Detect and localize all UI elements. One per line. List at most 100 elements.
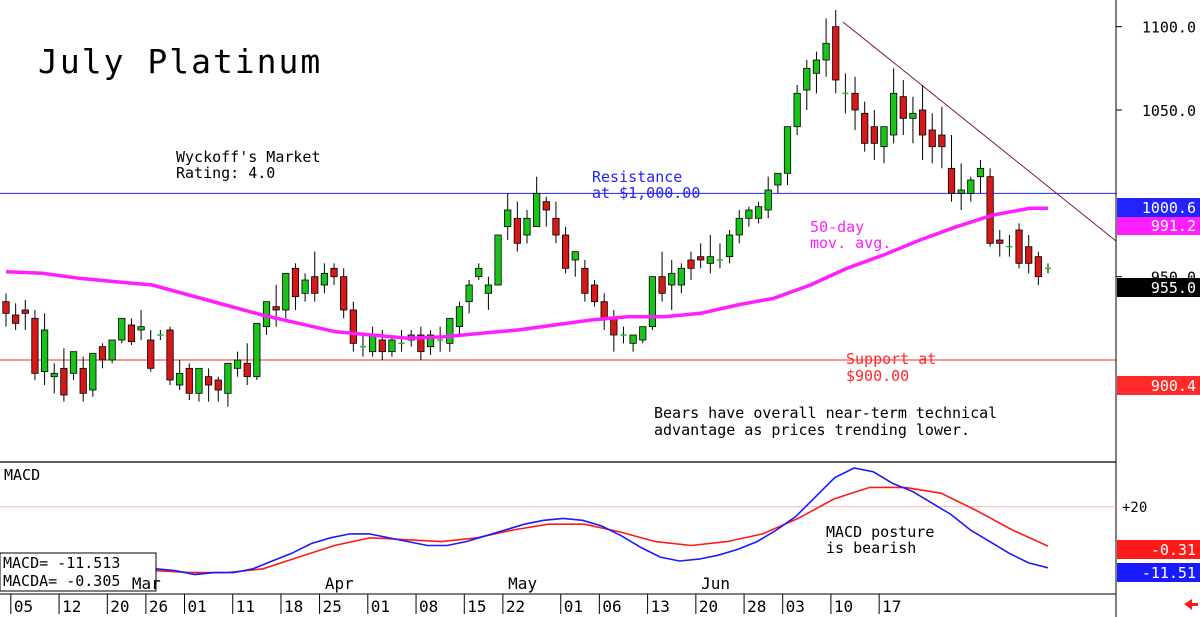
- candle-body: [571, 251, 579, 261]
- candle-body: [224, 362, 232, 394]
- candle-body: [870, 126, 878, 144]
- candle-body: [108, 339, 116, 361]
- candle-body: [832, 26, 840, 81]
- candle-body: [880, 126, 888, 148]
- candle-body: [475, 267, 483, 278]
- candle-body: [127, 324, 136, 343]
- candle-body: [176, 372, 184, 386]
- candle-body: [552, 217, 560, 236]
- candle-body: [233, 359, 242, 369]
- candle-body: [455, 306, 464, 328]
- candle-body: [50, 372, 58, 378]
- candle-body: [533, 192, 541, 228]
- candle-body: [166, 329, 174, 381]
- candle-body: [658, 276, 666, 294]
- macd-value-box: [1117, 563, 1200, 582]
- candle-body: [938, 134, 946, 148]
- macd-readout: MACD= -11.513: [3, 554, 120, 572]
- date-label: 11: [236, 597, 255, 616]
- candle-body: [388, 339, 396, 353]
- ma50-line: [5, 206, 1048, 341]
- candle-body: [928, 129, 936, 148]
- candle-body: [523, 217, 531, 236]
- candle-body: [648, 276, 657, 328]
- candle-body: [147, 339, 155, 369]
- month-label: Jun: [701, 574, 730, 593]
- last-price-box: [1117, 278, 1200, 297]
- candle-body: [349, 309, 357, 344]
- candle-body: [301, 279, 309, 294]
- candle-body: [369, 334, 377, 353]
- candle-body: [243, 362, 251, 378]
- date-label: 01: [564, 597, 583, 616]
- date-label: 26: [149, 597, 168, 616]
- candle-body: [996, 239, 1004, 244]
- rating-label-2: Rating: 4.0: [176, 164, 275, 182]
- candle-body: [967, 179, 975, 194]
- resistance-annotation-1: Resistance: [592, 168, 682, 186]
- date-label: 25: [323, 597, 342, 616]
- scroll-left-arrow-icon[interactable]: [1184, 599, 1198, 610]
- candle-body: [764, 189, 772, 211]
- date-label: 10: [834, 597, 853, 616]
- macda-line: [155, 486, 1049, 574]
- macd-note-2: is bearish: [826, 539, 916, 557]
- candle-body: [465, 284, 473, 303]
- candle-body: [976, 167, 985, 178]
- candle-body: [2, 301, 10, 314]
- candle-body: [986, 176, 994, 244]
- ma-annotation-1: 50-day: [810, 218, 864, 236]
- candle-body: [272, 306, 280, 311]
- candle-body: [957, 189, 965, 194]
- candle-body: [812, 59, 821, 74]
- candle-body: [79, 367, 87, 394]
- note-line-2: advantage as prices trending lower.: [654, 421, 970, 439]
- rating-label-1: Wyckoff's Market: [176, 148, 321, 166]
- macd-readout-box: [0, 552, 157, 592]
- candle-body: [745, 209, 753, 219]
- date-label: 06: [602, 597, 621, 616]
- macd-line: [155, 467, 1049, 576]
- date-label: 28: [747, 597, 766, 616]
- candle-body: [590, 284, 599, 303]
- date-label: 03: [786, 597, 805, 616]
- candle-body: [185, 367, 193, 394]
- candle-body: [60, 367, 68, 396]
- support-annotation-1: Support at: [846, 350, 936, 368]
- candle-body: [687, 259, 695, 269]
- candle-body: [205, 376, 213, 386]
- candle-body: [561, 234, 570, 269]
- macda-value-label: -0.31: [1151, 541, 1196, 559]
- support-price-label: 900.4: [1151, 377, 1196, 395]
- candle-body: [1025, 246, 1033, 264]
- macd-note-1: MACD posture: [826, 523, 934, 541]
- candle-body: [822, 42, 830, 61]
- date-label: 01: [187, 597, 206, 616]
- date-label: 15: [467, 597, 486, 616]
- price-tick-label: 1100.0: [1142, 19, 1196, 37]
- month-label: May: [508, 574, 537, 593]
- candle-body: [754, 206, 763, 219]
- date-axis: Mar Apr May Jun 05 12 20 26 01 11 18 25 01 08 15 22 01 0…: [0, 574, 1198, 616]
- resistance-annotation-2: at $1,000.00: [592, 184, 700, 202]
- date-label: 20: [110, 597, 129, 616]
- candle-body: [726, 234, 734, 258]
- price-tick-label: 1050.0: [1142, 102, 1196, 120]
- macda-readout: MACDA= -0.305: [3, 572, 120, 590]
- date-label: 18: [284, 597, 303, 616]
- chart-title: July Platinum: [38, 42, 322, 81]
- candle-body: [484, 284, 493, 294]
- date-label: 01: [371, 597, 390, 616]
- candle-body: [330, 267, 338, 278]
- candle-body: [253, 322, 261, 378]
- macda-value-box: [1117, 540, 1200, 559]
- candle-body: [783, 126, 792, 174]
- month-label: Apr: [325, 574, 354, 593]
- candle-body: [89, 352, 97, 391]
- candle-body: [909, 112, 917, 119]
- candle-body: [195, 367, 203, 394]
- candle-body: [629, 334, 637, 344]
- candles: [2, 10, 1051, 407]
- candle-body: [340, 276, 348, 311]
